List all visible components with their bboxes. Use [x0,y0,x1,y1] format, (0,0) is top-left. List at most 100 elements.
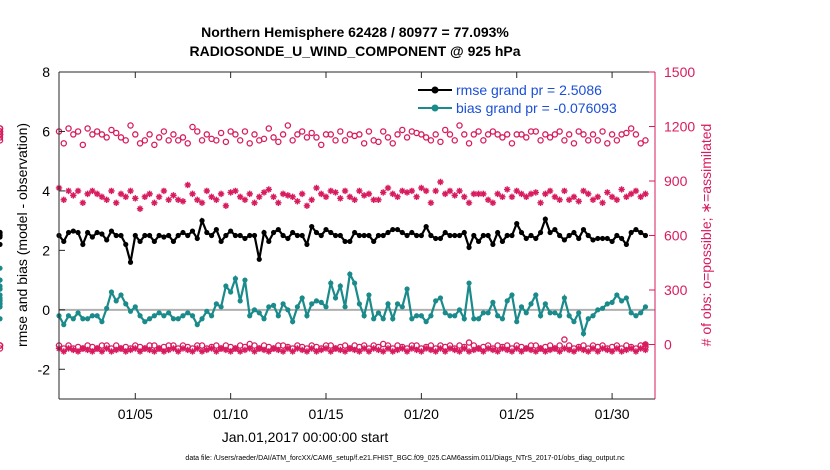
assimilated-obs-point [213,196,220,204]
possible-obs-point [303,134,311,141]
possible-obs-point [627,125,635,132]
assimilated-obs-point-low [465,348,473,355]
assimilated-obs-point [151,199,158,206]
rmse-point [580,226,587,233]
possible-obs-point [241,128,249,135]
possible-obs-point [0,128,4,135]
rmse-point [633,226,639,233]
assimilated-obs-point [618,186,625,193]
assimilated-obs-point-low [446,345,454,352]
possible-obs-point-low [327,342,335,349]
bias-point [576,310,582,316]
assimilated-obs-point-low [594,348,601,355]
possible-obs-point [422,134,430,141]
possible-obs-point [227,128,234,135]
assimilated-obs-point [508,193,516,201]
x-tick-label: 01/30 [595,406,630,422]
rmse-point [213,226,219,233]
possible-obs-point [89,131,96,138]
assimilated-obs-point [403,189,411,196]
assimilated-obs-point [170,192,177,199]
possible-obs-point [623,129,630,137]
legend-rmse-label: rmse grand pr = 2.5086 [456,82,602,98]
bias-point [285,307,291,313]
rmse-point [475,238,482,245]
rmse-point [189,228,196,234]
rmse-point [557,232,563,239]
assimilated-obs-point-low [327,348,334,355]
assimilated-obs-point [565,196,573,204]
rmse-point [85,229,91,236]
assimilated-obs-point [632,187,640,195]
rmse-point [347,238,353,245]
bias-point [290,319,296,325]
possible-obs-point [542,131,549,138]
bias-point [156,310,162,316]
rmse-point [604,235,610,242]
bias-point [456,307,463,313]
rmse-point [499,238,506,245]
assimilated-obs-point-low [132,345,139,352]
bias-point [642,304,649,310]
assimilated-obs-point [341,187,349,195]
assimilated-obs-point-low [227,348,234,355]
assimilated-obs-point [146,190,153,198]
bias-point [375,310,382,316]
bias-point [385,301,391,307]
left-y-tick-label: 0 [42,302,50,318]
assimilated-obs-point [484,196,492,204]
assimilated-obs-point [284,192,292,199]
assimilated-obs-point [203,187,211,195]
assimilated-obs-point-low [241,346,249,354]
possible-obs-point [518,131,525,138]
rmse-point [456,232,463,239]
rmse-point [399,229,405,236]
possible-obs-point [194,128,201,135]
bias-point [561,295,568,301]
legend-bias-marker [431,104,439,112]
assimilated-obs-point [537,199,544,206]
possible-obs-point [499,134,506,141]
possible-obs-point [441,126,449,134]
possible-obs-point [327,131,335,138]
rmse-point [356,232,362,239]
assimilated-obs-point [294,198,301,205]
assimilated-obs-point-low [179,345,187,352]
rmse-point [423,223,429,230]
bias-point [65,313,72,319]
left-y-tick-label: 4 [42,183,50,199]
rmse-point [385,229,391,236]
assimilated-obs-point-low [217,345,225,352]
assimilated-obs-point-low [551,345,559,352]
assimilated-obs-point [637,193,644,201]
assimilated-obs-point-low [341,348,349,355]
assimilated-obs-point [189,190,196,198]
rmse-point [118,232,124,239]
x-tick-label: 01/25 [499,406,534,422]
left-y-tick-label: 2 [42,242,50,258]
possible-obs-point [112,129,120,137]
assimilated-obs-point [322,193,330,201]
bias-point [490,299,496,305]
x-axis-label: Jan.01,2017 00:00:00 start [222,429,389,445]
assimilated-obs-point [356,187,363,195]
rmse-point [485,232,491,239]
right-y-tick-label: 900 [664,173,688,189]
assimilated-obs-point [184,181,191,189]
possible-obs-point [546,134,554,141]
possible-obs-point [375,138,382,146]
assimilated-obs-point-low [422,345,430,352]
assimilated-obs-point-low [632,348,640,355]
possible-obs-point [246,140,253,147]
assimilated-obs-point-low [532,348,539,355]
rmse-point [537,229,544,236]
assimilated-obs-point-low [79,345,87,352]
rmse-point [0,234,3,240]
assimilated-obs-point-low [613,345,621,352]
assimilated-obs-point-low [170,345,177,352]
possible-obs-point [98,131,106,138]
rmse-point [614,232,620,239]
bias-point [542,301,548,307]
legend-box [413,79,651,119]
